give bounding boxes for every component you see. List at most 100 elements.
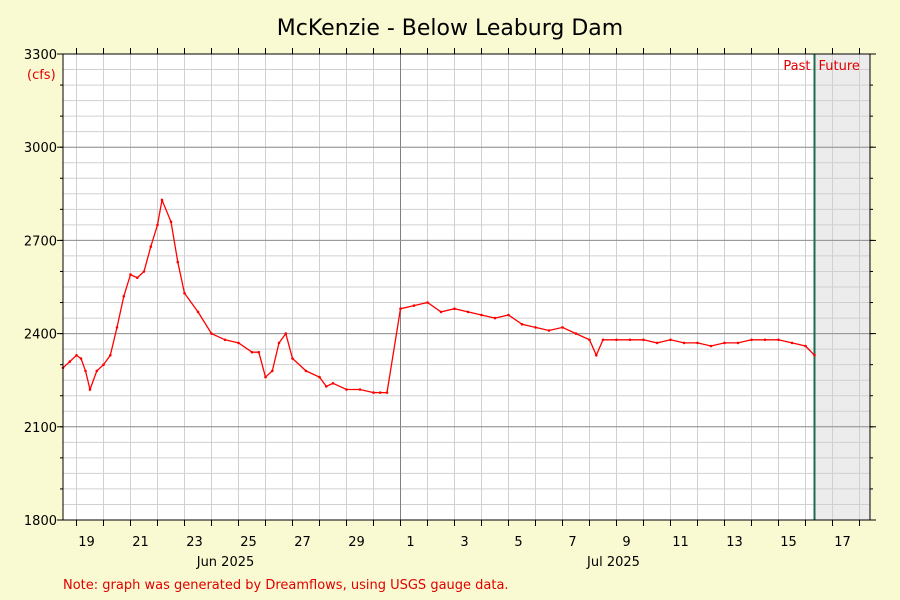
data-point xyxy=(79,357,83,360)
data-point xyxy=(84,369,87,373)
x-tick-label: 25 xyxy=(240,535,257,550)
data-point xyxy=(520,323,524,326)
data-point xyxy=(169,220,173,224)
data-point xyxy=(372,391,375,394)
data-point xyxy=(88,388,92,391)
data-point xyxy=(813,354,816,357)
data-point xyxy=(547,329,551,332)
x-tick-label: 3 xyxy=(460,535,468,550)
data-point xyxy=(379,391,382,394)
data-point xyxy=(763,338,767,342)
x-tick-label: 21 xyxy=(132,535,149,550)
data-point xyxy=(318,375,321,379)
x-tick-label: 29 xyxy=(348,535,365,550)
data-point xyxy=(136,276,139,280)
plot-border xyxy=(62,53,871,521)
past-label: Past xyxy=(783,59,810,74)
data-point xyxy=(129,273,132,276)
data-point xyxy=(291,357,294,360)
data-point xyxy=(750,338,753,342)
data-point xyxy=(284,332,288,335)
data-point xyxy=(196,310,200,314)
data-point xyxy=(412,304,416,307)
data-point xyxy=(399,307,402,311)
data-point xyxy=(453,307,456,311)
data-point xyxy=(682,341,686,345)
data-point xyxy=(595,354,598,357)
y-tick-label: 3000 xyxy=(24,141,57,156)
data-point xyxy=(250,350,254,354)
data-point xyxy=(304,369,308,373)
x-tick-label: 11 xyxy=(672,535,689,550)
data-point xyxy=(628,338,632,342)
data-point xyxy=(723,341,726,345)
chart-title: McKenzie - Below Leaburg Dam xyxy=(277,16,623,41)
data-point xyxy=(331,382,335,385)
y-unit-label: (cfs) xyxy=(27,68,56,83)
data-point xyxy=(68,360,72,363)
x-tick-label: 5 xyxy=(514,535,522,550)
data-point xyxy=(615,338,618,342)
data-point xyxy=(561,326,564,329)
data-point xyxy=(109,354,112,357)
x-tick-label: 9 xyxy=(622,535,630,550)
data-point xyxy=(264,375,267,379)
x-tick-label: 23 xyxy=(186,535,203,550)
data-point xyxy=(160,198,164,202)
x-month-label: Jun 2025 xyxy=(196,555,255,570)
x-tick-label: 7 xyxy=(568,535,576,550)
data-point xyxy=(480,313,483,317)
y-tick-label: 2100 xyxy=(24,421,57,436)
data-point xyxy=(176,260,180,264)
data-point xyxy=(345,388,348,391)
x-tick-label: 13 xyxy=(726,535,743,550)
data-point xyxy=(325,385,328,388)
x-tick-label: 27 xyxy=(294,535,311,550)
data-point xyxy=(122,295,126,298)
data-point xyxy=(156,223,159,227)
data-point xyxy=(601,338,605,342)
data-point xyxy=(574,332,578,335)
data-point xyxy=(115,326,119,329)
data-point xyxy=(804,344,807,348)
data-point xyxy=(210,332,213,335)
data-point xyxy=(223,338,227,342)
x-tick-label: 15 xyxy=(780,535,797,550)
x-month-label: Jul 2025 xyxy=(586,555,640,570)
data-point xyxy=(588,338,591,342)
data-point xyxy=(696,341,699,345)
y-tick-label: 2700 xyxy=(24,234,57,249)
data-point xyxy=(534,326,537,329)
data-point xyxy=(655,341,659,345)
data-point xyxy=(385,391,389,394)
data-point xyxy=(358,388,362,391)
data-point xyxy=(790,341,794,345)
data-point xyxy=(493,316,497,320)
data-point xyxy=(669,338,672,342)
y-tick-label: 1800 xyxy=(24,514,57,529)
x-tick-label: 19 xyxy=(78,535,95,550)
plot-area: 1800 2100 2400 2700 3000 3300 (cfs) Past Future 1… xyxy=(24,48,876,570)
data-point xyxy=(777,338,780,342)
data-point xyxy=(736,341,740,345)
data-point xyxy=(642,338,645,342)
data-point xyxy=(507,313,510,317)
data-point xyxy=(271,369,274,373)
data-point xyxy=(466,310,470,314)
data-point xyxy=(709,344,713,348)
data-point xyxy=(426,301,429,304)
y-tick-label: 3300 xyxy=(24,48,57,63)
footnote: Note: graph was generated by Dreamflows,… xyxy=(63,578,509,593)
data-point xyxy=(439,310,443,314)
data-point xyxy=(142,270,146,273)
data-point xyxy=(75,354,78,357)
x-tick-label: 17 xyxy=(834,535,851,550)
data-point xyxy=(257,350,261,354)
data-point xyxy=(277,341,281,345)
data-point xyxy=(237,341,240,345)
future-label: Future xyxy=(819,59,860,74)
y-tick-label: 2400 xyxy=(24,328,57,343)
data-point xyxy=(149,245,153,248)
x-tick-label: 1 xyxy=(406,535,414,550)
